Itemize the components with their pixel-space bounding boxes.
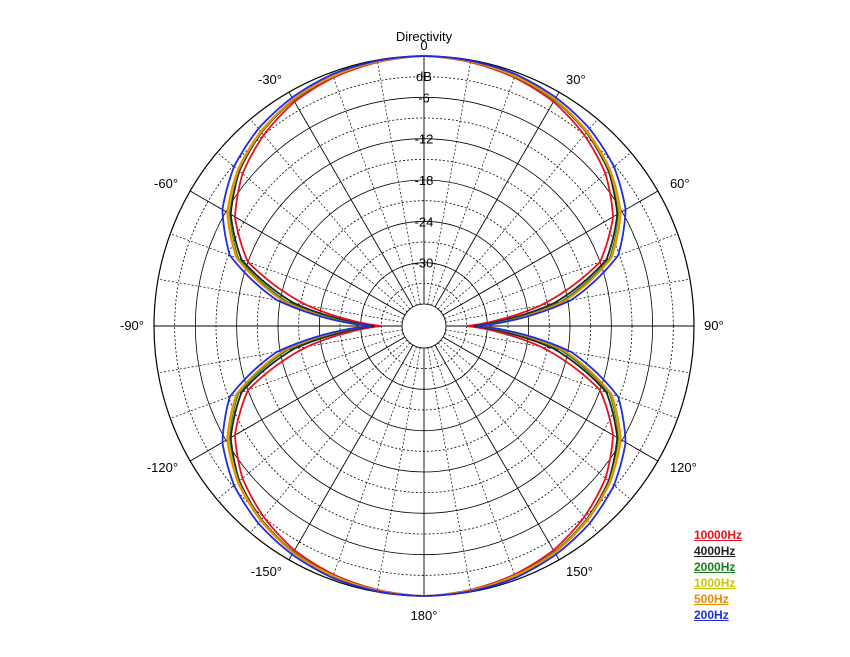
grid-spoke (331, 346, 417, 580)
angle-tick-label: -120° (147, 460, 178, 475)
legend-item-2000hz: 2000Hz (694, 560, 736, 574)
series-200hz-curve (221, 55, 627, 597)
grid-spoke (431, 346, 517, 580)
angle-tick-label: 0 (420, 38, 427, 53)
legend-item-1000hz: 1000Hz (694, 576, 736, 590)
grid-spoke (440, 152, 632, 313)
grid-spoke (437, 342, 598, 534)
grid-spoke (427, 347, 472, 592)
angle-tick-label: -60° (154, 176, 178, 191)
angle-tick-label: 150° (566, 564, 593, 579)
grid-spoke (216, 152, 408, 313)
angle-tick-label: 90° (704, 318, 724, 333)
legend-item-200hz: 200Hz (694, 608, 729, 622)
radial-tick-label: -6 (418, 90, 430, 105)
radial-tick-label: -18 (415, 173, 434, 188)
grid-spoke (376, 60, 421, 305)
grid-spoke (189, 190, 406, 316)
angle-tick-label: 60° (670, 176, 690, 191)
directivity-curves (221, 55, 627, 597)
angle-tick-label: 30° (566, 72, 586, 87)
grid-spoke (288, 344, 414, 561)
grid-spoke (170, 233, 404, 319)
grid-spoke (440, 339, 632, 500)
legend-item-500hz: 500Hz (694, 592, 729, 606)
grid-ring (401, 303, 447, 349)
radial-tick-label: -24 (415, 214, 434, 229)
axis-labels: 0 30° 60° 90° 120° 150° 180° -150° -120° -90° -60°… (120, 38, 724, 623)
angle-tick-label: -150° (251, 564, 282, 579)
grid-spoke (170, 333, 404, 419)
chart-title: Directivity (396, 29, 453, 44)
grid-spoke (427, 60, 472, 305)
radial-tick-label: -12 (415, 132, 434, 147)
grid-spoke (442, 190, 659, 316)
grid-spoke (434, 344, 560, 561)
grid-spoke (331, 72, 417, 306)
grid-spoke (250, 342, 411, 534)
grid-spoke (250, 118, 411, 310)
legend-item-4000hz: 4000Hz (694, 544, 736, 558)
radial-tick-label: -30 (415, 256, 434, 271)
grid-spoke (376, 347, 421, 592)
radial-unit-label: dB (416, 69, 432, 84)
grid-spoke (437, 118, 598, 310)
legend: 10000Hz 4000Hz 2000Hz 1000Hz 500Hz 200Hz (694, 527, 742, 623)
angle-tick-label: -30° (258, 72, 282, 87)
grid-spoke (288, 91, 414, 308)
grid-spoke (189, 336, 406, 462)
grid-spoke (444, 333, 678, 419)
grid-spoke (431, 72, 517, 306)
grid-spoke (216, 339, 408, 500)
grid-spoke (442, 336, 659, 462)
legend-item-10000hz: 10000Hz (694, 528, 743, 542)
angle-tick-label: -90° (120, 318, 144, 333)
grid-spoke (444, 233, 678, 319)
angle-tick-label: 120° (670, 460, 697, 475)
angle-tick-label: 180° (411, 608, 438, 623)
grid-spoke (434, 91, 560, 308)
